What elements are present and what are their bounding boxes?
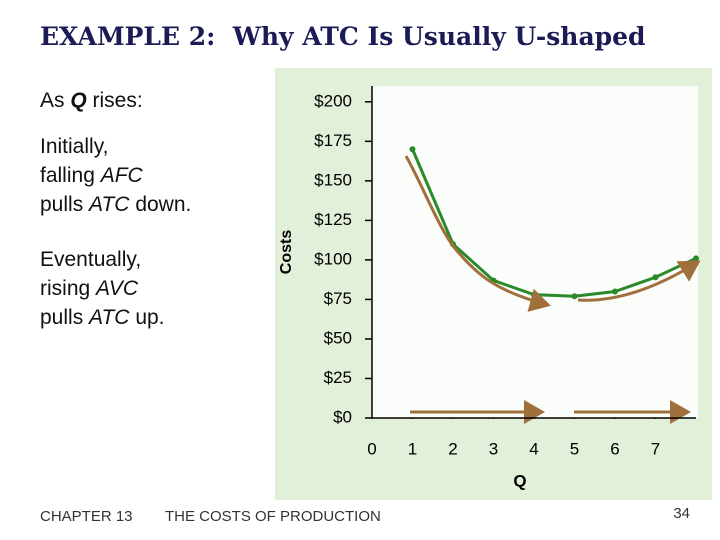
x-tick-label: 2 bbox=[448, 439, 457, 458]
atc-line bbox=[411, 148, 697, 298]
x-tick-label: 0 bbox=[367, 439, 376, 458]
note: Eventually, rising AVC pulls ATC up. bbox=[40, 245, 165, 332]
note: As Q rises: bbox=[40, 86, 143, 115]
y-tick-label: $100 bbox=[314, 249, 352, 268]
annotation-arrow bbox=[404, 155, 551, 312]
y-tick-label: $25 bbox=[324, 368, 352, 387]
atc-point bbox=[612, 288, 618, 295]
x-tick-label: 6 bbox=[610, 439, 619, 458]
x-tick-label: 1 bbox=[408, 439, 417, 458]
x-tick-label: 5 bbox=[570, 439, 579, 458]
note-text: Initially, bbox=[40, 135, 109, 158]
footer-chapter: CHAPTER 13 bbox=[40, 508, 133, 525]
atc-point bbox=[531, 291, 537, 298]
note-text: up. bbox=[129, 306, 165, 329]
note-text: pulls bbox=[40, 193, 90, 216]
note-text: ATC bbox=[89, 306, 130, 329]
note: Initially, falling AFC pulls ATC down. bbox=[40, 132, 191, 219]
note-text: pulls bbox=[40, 306, 90, 329]
footer-page: 34 bbox=[673, 505, 690, 522]
note-text: AFC bbox=[100, 164, 143, 187]
note-text: Eventually, bbox=[40, 248, 142, 271]
atc-point bbox=[409, 146, 416, 153]
x-tick-label: 7 bbox=[651, 439, 660, 458]
y-tick-label: $150 bbox=[314, 170, 352, 189]
atc-point bbox=[571, 293, 578, 300]
note-text: As bbox=[40, 89, 71, 112]
plot-area bbox=[372, 86, 698, 418]
atc-point bbox=[693, 255, 699, 262]
note-text: falling bbox=[40, 164, 101, 187]
x-tick-label: 3 bbox=[489, 439, 498, 458]
y-tick-label: $175 bbox=[314, 131, 352, 150]
y-tick-label: $0 bbox=[333, 407, 352, 426]
y-tick-label: $75 bbox=[324, 289, 352, 308]
y-tick-label: $200 bbox=[314, 91, 352, 110]
annotation-arrow bbox=[577, 260, 701, 302]
atc-point bbox=[652, 274, 659, 281]
footer-topic: THE COSTS OF PRODUCTION bbox=[165, 508, 381, 525]
note-text: AVC bbox=[96, 277, 139, 300]
slide-title: EXAMPLE 2: Why ATC Is Usually U-shaped bbox=[40, 22, 646, 51]
y-axis-label: Costs bbox=[278, 230, 295, 275]
note-text: ATC bbox=[89, 193, 130, 216]
note-text: rising bbox=[40, 277, 97, 300]
note-text: Q bbox=[70, 89, 87, 112]
x-axis-label: Q bbox=[513, 471, 526, 490]
note-text: down. bbox=[129, 193, 192, 216]
y-tick-label: $50 bbox=[324, 328, 352, 347]
y-tick-label: $125 bbox=[314, 210, 352, 229]
note-text: rises: bbox=[86, 89, 143, 112]
x-tick-label: 4 bbox=[529, 439, 538, 458]
